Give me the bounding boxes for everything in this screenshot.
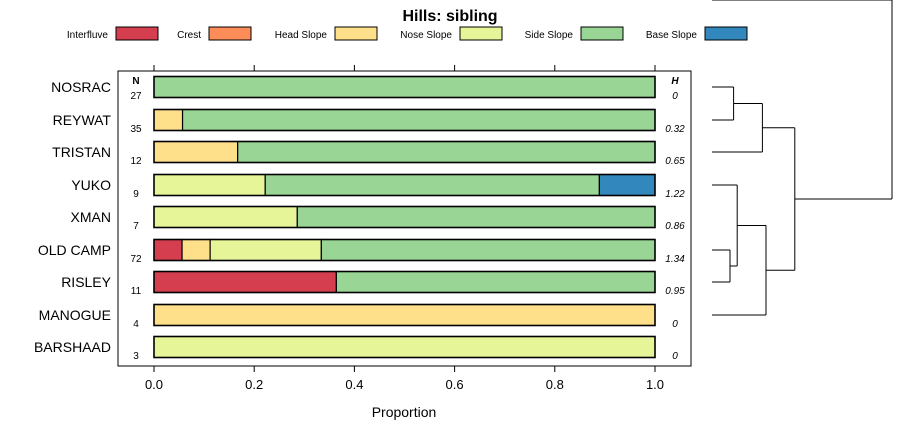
dendrogram bbox=[712, 0, 893, 316]
legend-swatch-interfluve bbox=[115, 26, 159, 41]
bar-segment-old-camp-head-slope bbox=[181, 238, 211, 262]
bar-outline-tristan bbox=[153, 140, 656, 164]
row-label-old-camp: OLD CAMP bbox=[38, 242, 111, 258]
bars: NOSRAC 27 0 REYWAT 35 0.32 TRISTAN 12 0.65 YUKO 9 1… bbox=[34, 75, 685, 362]
plot-panel bbox=[117, 70, 692, 367]
row-label-manogue: MANOGUE bbox=[39, 307, 111, 323]
bar-segment-yuko-side-slope bbox=[264, 173, 600, 197]
row-h-reywat: 0.32 bbox=[665, 124, 685, 135]
row-label-nosrac: NOSRAC bbox=[51, 79, 111, 95]
row-h-old-camp: 1.34 bbox=[665, 254, 685, 265]
bar-segment-risley-interfluve bbox=[153, 270, 337, 294]
legend-swatch-head-slope bbox=[334, 26, 378, 41]
bar-segment-xman-nose-slope bbox=[153, 205, 298, 229]
row-h-yuko: 1.22 bbox=[665, 189, 685, 200]
bar-outline-yuko bbox=[153, 173, 656, 197]
row-h-xman: 0.86 bbox=[665, 221, 685, 232]
legend-label-crest: Crest bbox=[177, 30, 201, 41]
row-n-risley: 11 bbox=[131, 286, 142, 297]
row-n-yuko: 9 bbox=[133, 189, 139, 200]
row-label-tristan: TRISTAN bbox=[52, 144, 111, 160]
bar-segment-yuko-nose-slope bbox=[153, 173, 266, 197]
legend-swatch-base-slope bbox=[704, 26, 748, 41]
bar-outline-reywat bbox=[153, 108, 656, 132]
x-tick-label: 0.0 bbox=[145, 377, 163, 392]
chart-title: Hills: sibling bbox=[402, 8, 497, 25]
bar-outline-manogue bbox=[153, 303, 656, 327]
row-h-risley: 0.95 bbox=[665, 286, 685, 297]
bar-outline-barshaad bbox=[153, 335, 656, 359]
bar-segment-tristan-side-slope bbox=[237, 140, 656, 164]
legend-swatch-nose-slope bbox=[459, 26, 503, 41]
bar-segment-barshaad-nose-slope bbox=[153, 335, 656, 359]
legend-swatch-side-slope bbox=[580, 26, 624, 41]
row-n-old-camp: 72 bbox=[130, 254, 142, 265]
bar-outline-old-camp bbox=[153, 238, 656, 262]
x-tick-label: 0.6 bbox=[446, 377, 464, 392]
bar-segment-xman-side-slope bbox=[296, 205, 656, 229]
bar-outline-nosrac bbox=[153, 75, 656, 99]
row-h-manogue: 0 bbox=[672, 319, 678, 330]
h-header: H bbox=[671, 76, 679, 87]
x-axis-title: Proportion bbox=[372, 404, 437, 420]
row-label-xman: XMAN bbox=[71, 209, 111, 225]
x-tick-label: 0.8 bbox=[546, 377, 564, 392]
row-h-nosrac: 0 bbox=[672, 91, 678, 102]
legend-label-interfluve: Interfluve bbox=[67, 30, 109, 41]
bar-segment-old-camp-side-slope bbox=[320, 238, 656, 262]
x-tick-label: 0.2 bbox=[245, 377, 263, 392]
bar-segment-risley-side-slope bbox=[335, 270, 656, 294]
bar-segment-tristan-head-slope bbox=[153, 140, 239, 164]
row-n-xman: 7 bbox=[133, 221, 139, 232]
bar-segment-reywat-head-slope bbox=[153, 108, 184, 132]
bar-segment-reywat-side-slope bbox=[181, 108, 656, 132]
row-h-barshaad: 0 bbox=[672, 351, 678, 362]
bar-segment-yuko-base-slope bbox=[598, 173, 656, 197]
legend-label-base-slope: Base Slope bbox=[646, 30, 698, 41]
row-h-tristan: 0.65 bbox=[665, 156, 685, 167]
row-n-reywat: 35 bbox=[130, 124, 142, 135]
row-label-risley: RISLEY bbox=[61, 274, 111, 290]
bar-segment-nosrac-side-slope bbox=[153, 75, 656, 99]
bar-outline-xman bbox=[153, 205, 656, 229]
row-n-manogue: 4 bbox=[133, 319, 139, 330]
row-n-tristan: 12 bbox=[130, 156, 142, 167]
row-n-nosrac: 27 bbox=[130, 91, 142, 102]
x-tick-label: 1.0 bbox=[646, 377, 664, 392]
legend: Interfluve Crest Head Slope Nose Slope Side … bbox=[67, 26, 748, 41]
legend-label-nose-slope: Nose Slope bbox=[400, 30, 452, 41]
row-label-reywat: REYWAT bbox=[53, 112, 112, 128]
x-tick-label: 0.4 bbox=[345, 377, 363, 392]
bar-segment-old-camp-interfluve bbox=[153, 238, 183, 262]
row-n-barshaad: 3 bbox=[133, 351, 139, 362]
n-header: N bbox=[132, 76, 139, 87]
row-label-barshaad: BARSHAAD bbox=[34, 339, 111, 355]
bar-outline-risley bbox=[153, 270, 656, 294]
legend-swatch-crest bbox=[208, 26, 252, 41]
bar-segment-old-camp-nose-slope bbox=[209, 238, 322, 262]
legend-label-side-slope: Side Slope bbox=[525, 30, 574, 41]
legend-label-head-slope: Head Slope bbox=[275, 30, 328, 41]
bar-segment-manogue-head-slope bbox=[153, 303, 656, 327]
axes: 0.0 0.2 0.4 0.6 0.8 1.0 bbox=[145, 65, 664, 392]
row-label-yuko: YUKO bbox=[71, 177, 111, 193]
